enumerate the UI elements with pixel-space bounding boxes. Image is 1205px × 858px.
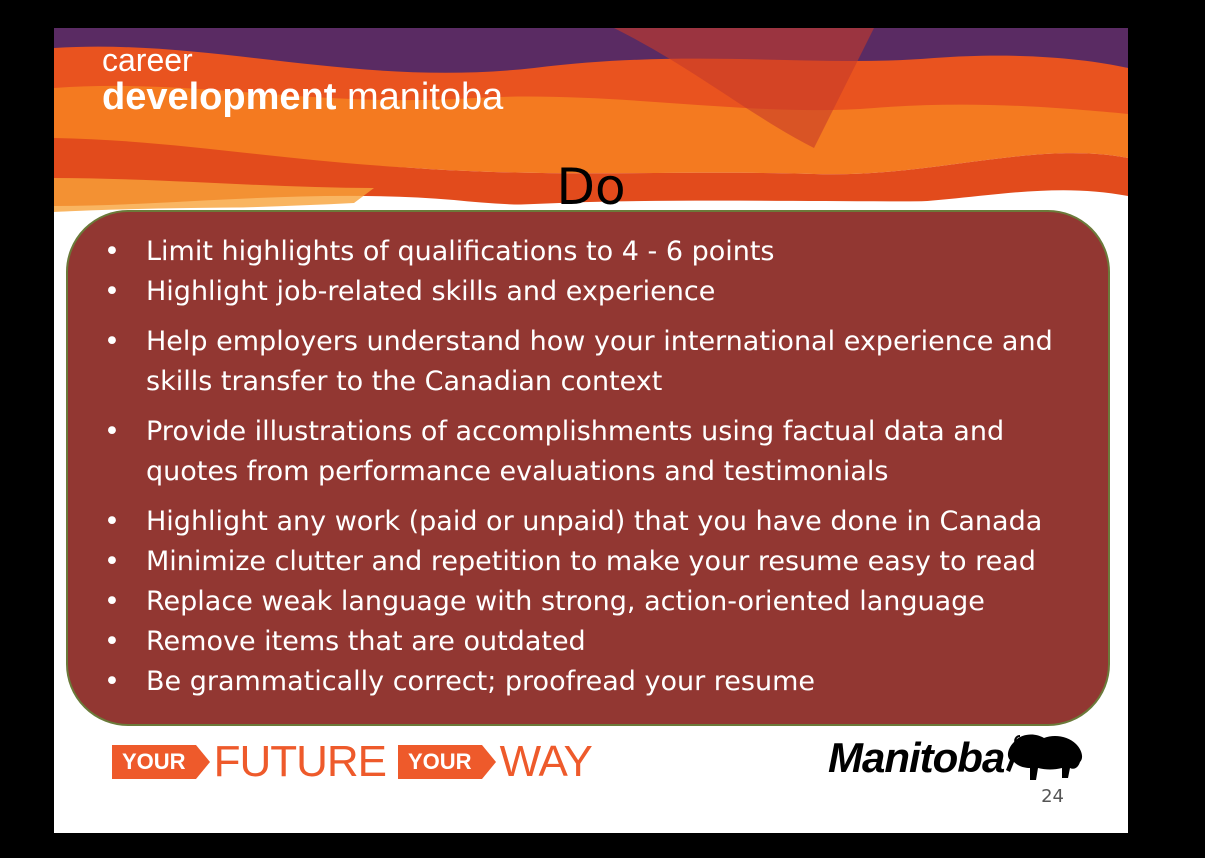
future-word: FUTURE <box>213 737 387 786</box>
your-tag-2: YOUR <box>398 745 496 779</box>
bullet-item: Help employers understand how your inter… <box>98 322 1088 402</box>
bullet-item: Be grammatically correct; proofread your… <box>98 662 1088 702</box>
bullet-item: Remove items that are outdated <box>98 622 1088 662</box>
bullet-list: Limit highlights of qualifications to 4 … <box>98 232 1088 702</box>
bullet-item: Replace weak language with strong, actio… <box>98 582 1088 622</box>
brand-wordmark: career development manitoba <box>102 44 503 116</box>
bullet-item: Highlight job-related skills and experie… <box>98 272 1088 312</box>
brand-line-1: career <box>102 42 193 78</box>
brand-line-2: development manitoba <box>102 78 503 116</box>
bullet-item: Provide illustrations of accomplishments… <box>98 412 1088 492</box>
your-tag-1: YOUR <box>112 745 210 779</box>
way-word: WAY <box>499 737 593 786</box>
manitoba-logo: Manitoba <box>828 732 1086 784</box>
bullet-item: Highlight any work (paid or unpaid) that… <box>98 502 1088 542</box>
brand-light: manitoba <box>336 76 504 118</box>
bullet-panel: Limit highlights of qualifications to 4 … <box>66 210 1110 726</box>
bison-icon <box>1006 734 1083 780</box>
bullet-item: Limit highlights of qualifications to 4 … <box>98 232 1088 272</box>
page-number: 24 <box>1041 786 1064 807</box>
brand-bold: development <box>102 76 337 118</box>
slide: career development manitoba Do Limit hig… <box>54 28 1128 833</box>
bullet-item: Minimize clutter and repetition to make … <box>98 542 1088 582</box>
your-future-your-way-logo: YOUR FUTURE YOUR WAY <box>112 737 604 786</box>
manitoba-wordmark: Manitoba <box>828 734 1005 781</box>
slide-title: Do <box>556 158 626 216</box>
